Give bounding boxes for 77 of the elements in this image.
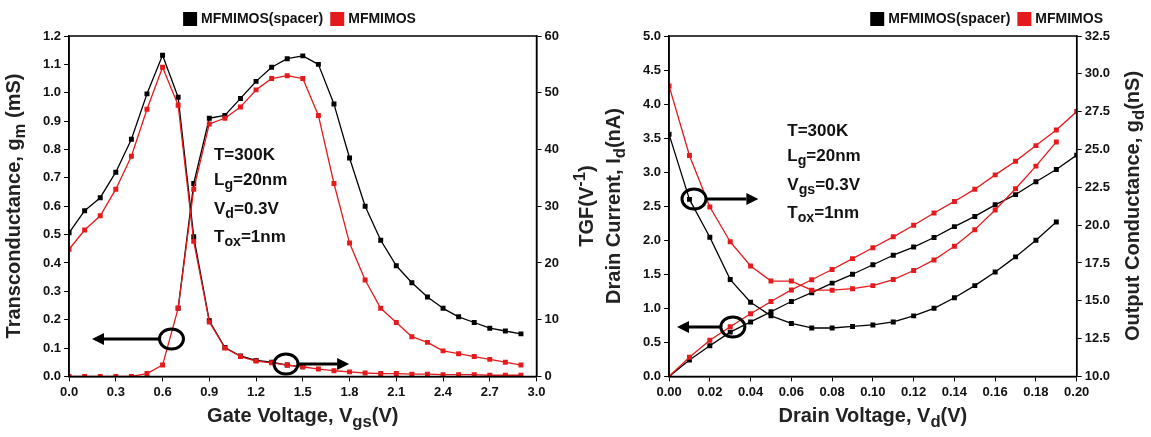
y-tick-label: 1.0 <box>42 84 62 100</box>
y2-tick-label: 25.0 <box>1084 141 1111 157</box>
y-tick-label: 3.5 <box>642 129 662 145</box>
y2-tick-label: 22.5 <box>1084 178 1111 194</box>
y-tick-label: 1.0 <box>642 299 662 315</box>
y2-tick-label: 0 <box>544 367 552 383</box>
y-tick-label: 0.1 <box>42 339 62 355</box>
x-tick-label: 1.8 <box>340 383 359 399</box>
y2-tick-label: 10.0 <box>1084 367 1111 383</box>
x-tick-label: 1.2 <box>247 383 266 399</box>
y-tick-label: 0.2 <box>42 311 62 327</box>
y-tick-label: 0.3 <box>42 282 62 298</box>
y-tick-label: 4.5 <box>642 61 662 77</box>
annotation: T$_{ox}$=1nm <box>213 226 287 252</box>
x-tick-label: 0.12 <box>900 383 927 399</box>
y2-tick-label: 32.5 <box>1084 27 1111 43</box>
x-tick-label: 0.9 <box>200 383 219 399</box>
x-tick-label: 0.06 <box>778 383 805 399</box>
y2-tick-label: 17.5 <box>1084 254 1111 270</box>
y-tick-label: 0.8 <box>42 141 62 157</box>
y-tick-label: 0.7 <box>42 169 62 185</box>
x-tick-label: 0.6 <box>153 383 172 399</box>
y2-tick-label: 40 <box>544 141 560 157</box>
y-tick-label: 0.6 <box>42 197 62 213</box>
y-tick-label: 0.5 <box>642 333 662 349</box>
x-tick-label: 0.02 <box>697 383 723 399</box>
x-tick-label: 0.16 <box>982 383 1008 399</box>
x-tick-label: 0.20 <box>1064 383 1090 399</box>
annotation: T=300K <box>787 119 850 142</box>
legend-label: MFMIMOS <box>348 9 416 26</box>
y-tick-label: 1.2 <box>42 27 62 43</box>
y2-tick-label: 50 <box>544 84 560 100</box>
annotation: T=300K <box>213 143 276 166</box>
y2-tick-label: 60 <box>544 27 560 43</box>
y2-tick-label: 20.0 <box>1084 216 1111 232</box>
annotation: L$_{g}$=20nm <box>787 145 861 171</box>
x-tick-label: 0.14 <box>941 383 968 399</box>
x-tick-label: 0.00 <box>656 383 682 399</box>
x-tick-label: 2.4 <box>434 383 453 399</box>
y2-tick-label: 27.5 <box>1084 103 1111 119</box>
x-axis-title: Drain Voltage, V$_{d}$(V) <box>778 404 968 433</box>
annotation: L$_{g}$=20nm <box>213 169 288 195</box>
x-tick-label: 0.3 <box>106 383 125 399</box>
y2-tick-label: 12.5 <box>1084 330 1111 346</box>
y-tick-label: 0.0 <box>642 367 662 383</box>
y-tick-label: 4.0 <box>642 95 662 111</box>
x-tick-label: 2.1 <box>387 383 406 399</box>
x-tick-label: 0.08 <box>819 383 845 399</box>
x-axis-title: Gate Voltage, V$_{gs}$(V) <box>207 404 399 433</box>
x-tick-label: 0.10 <box>860 383 886 399</box>
legend-label: MFMIMOS <box>1035 9 1103 26</box>
x-tick-label: 0.04 <box>737 383 765 399</box>
legend-label: MFMIMOS(spacer) <box>201 9 324 26</box>
y-tick-label: 1.5 <box>642 265 662 281</box>
y2-tick-label: 15.0 <box>1084 292 1111 308</box>
y2-tick-label: 30.0 <box>1084 65 1111 81</box>
annotation: V$_{gs}$=0.3V <box>787 173 861 200</box>
x-tick-label: 0.0 <box>60 383 79 399</box>
y-tick-label: 2.0 <box>642 231 662 247</box>
y-tick-label: 0.5 <box>42 226 62 242</box>
y-tick-label: 0.9 <box>42 112 62 128</box>
y-tick-label: 3.0 <box>642 163 662 179</box>
y-tick-label: 0.0 <box>42 367 62 383</box>
y-tick-label: 1.1 <box>42 55 62 71</box>
y2-tick-label: 10 <box>544 311 560 327</box>
x-tick-label: 3.0 <box>527 383 546 399</box>
legend-label: MFMIMOS(spacer) <box>888 9 1011 26</box>
x-tick-label: 2.7 <box>480 383 499 399</box>
x-tick-label: 0.18 <box>1023 383 1049 399</box>
x-tick-label: 1.5 <box>293 383 312 399</box>
y2-tick-label: 20 <box>544 254 560 270</box>
y2-tick-label: 30 <box>544 197 560 213</box>
y-tick-label: 5.0 <box>642 27 662 43</box>
y-tick-label: 2.5 <box>642 197 662 213</box>
annotation: T$_{ox}$=1nm <box>787 202 861 228</box>
annotation: V$_{d}$=0.3V <box>213 197 280 224</box>
y-tick-label: 0.4 <box>42 254 62 270</box>
